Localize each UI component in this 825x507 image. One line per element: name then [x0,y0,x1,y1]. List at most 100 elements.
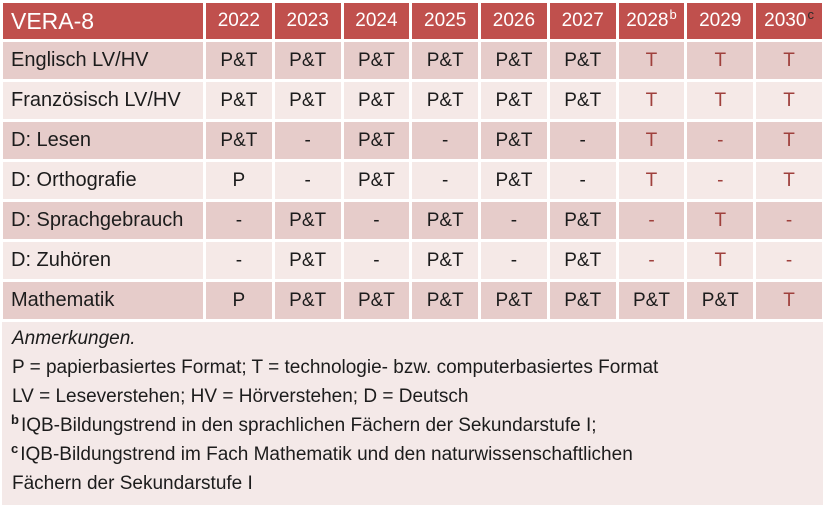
cell-value: P&T [687,282,754,319]
notes-heading: Anmerkungen. [12,328,136,349]
cell-value: - [549,122,616,159]
row-label: Englisch LV/HV [3,42,203,79]
cell-value: - [618,202,685,239]
note-line-footnote-b: b IQB-Bildungstrend in den sprachlichen F… [11,411,597,436]
row-label: Französisch LV/HV [3,82,203,119]
cell-value: - [756,242,822,279]
cell-value: - [412,162,479,199]
cell-value: P&T [481,42,547,79]
cell-value: P&T [481,282,547,319]
cell-value: T [756,122,822,159]
cell-value: - [274,162,341,199]
cell-value: P&T [481,82,547,119]
table-row-d-orthografie: D: Orthografie P - P&T - P&T - T - T [3,162,822,199]
column-superscript-b: b [669,6,677,22]
cell-value: T [618,162,685,199]
row-label: Mathematik [3,282,203,319]
cell-value: T [756,42,822,79]
cell-value: - [549,162,616,199]
note-line-footnote-c-continued: Fächern der Sekundarstufe I [12,473,253,494]
cell-value: T [618,122,685,159]
cell-value: P&T [549,242,616,279]
cell-value: P&T [274,82,341,119]
column-header-2023: 2023 [274,3,341,39]
table-row-d-sprachgebrauch: D: Sprachgebrauch - P&T - P&T - P&T - T … [3,202,822,239]
cell-value: P [206,282,272,319]
row-label: D: Sprachgebrauch [3,202,203,239]
cell-value: P&T [412,42,479,79]
header-row: VERA-8 2022 2023 2024 2025 2026 2027 202… [3,3,822,39]
cell-value: P&T [549,282,616,319]
cell-value: - [274,122,341,159]
cell-value: - [412,122,479,159]
table-header: VERA-8 2022 2023 2024 2025 2026 2027 202… [3,3,822,39]
cell-value: T [687,82,754,119]
table-row-franzoesisch: Französisch LV/HV P&T P&T P&T P&T P&T P&… [3,82,822,119]
cell-value: P&T [549,82,616,119]
cell-value: P&T [206,42,272,79]
note-line-footnote-c: c IQB-Bildungstrend im Fach Mathematik un… [11,440,633,465]
cell-value: P&T [481,162,547,199]
cell-value: - [618,242,685,279]
cell-value: P&T [481,122,547,159]
cell-value: P&T [274,42,341,79]
cell-value: P&T [549,42,616,79]
cell-value: - [481,202,547,239]
table-body: Englisch LV/HV P&T P&T P&T P&T P&T P&T T… [3,42,822,319]
column-header-2026: 2026 [481,3,547,39]
column-header-2022: 2022 [206,3,272,39]
cell-value: - [343,242,410,279]
cell-value: P&T [412,242,479,279]
cell-value: P&T [274,242,341,279]
cell-value: T [756,82,822,119]
column-header-2028: 2028b [618,3,685,39]
column-header-2025: 2025 [412,3,479,39]
cell-value: P&T [343,42,410,79]
cell-value: T [687,42,754,79]
row-label: D: Lesen [3,122,203,159]
cell-value: - [343,202,410,239]
cell-value: P&T [274,202,341,239]
vera8-schedule-table: VERA-8 2022 2023 2024 2025 2026 2027 202… [3,3,822,319]
notes-section: Anmerkungen. P = papierbasiertes Format;… [2,322,823,505]
cell-value: - [756,202,822,239]
column-superscript-c: c [807,6,814,22]
cell-value: T [756,162,822,199]
cell-value: T [687,242,754,279]
cell-value: T [618,82,685,119]
cell-value: T [687,202,754,239]
cell-value: T [618,42,685,79]
cell-value: P&T [412,82,479,119]
note-superscript-b: b [11,411,19,427]
note-line-abbreviations: LV = Leseverstehen; HV = Hörverstehen; D… [12,386,469,407]
cell-value: P [206,162,272,199]
column-header-2029: 2029 [687,3,754,39]
note-superscript-c: c [11,440,19,456]
column-header-2024: 2024 [343,3,410,39]
cell-value: P&T [412,202,479,239]
table-row-englisch: Englisch LV/HV P&T P&T P&T P&T P&T P&T T… [3,42,822,79]
column-header-2030: 2030c [756,3,822,39]
table-row-mathematik: Mathematik P P&T P&T P&T P&T P&T P&T P&T… [3,282,822,319]
table-row-d-zuhoeren: D: Zuhören - P&T - P&T - P&T - T - [3,242,822,279]
cell-value: P&T [206,122,272,159]
cell-value: P&T [343,82,410,119]
cell-value: P&T [206,82,272,119]
cell-value: - [481,242,547,279]
table-title: VERA-8 [3,3,203,39]
cell-value: - [687,122,754,159]
row-label: D: Zuhören [3,242,203,279]
cell-value: P&T [343,162,410,199]
table-row-d-lesen: D: Lesen P&T - P&T - P&T - T - T [3,122,822,159]
cell-value: - [206,242,272,279]
row-label: D: Orthografie [3,162,203,199]
cell-value: P&T [618,282,685,319]
cell-value: P&T [274,282,341,319]
cell-value: - [206,202,272,239]
cell-value: P&T [412,282,479,319]
cell-value: - [687,162,754,199]
note-line-formats: P = papierbasiertes Format; T = technolo… [12,357,659,378]
cell-value: P&T [343,282,410,319]
cell-value: P&T [549,202,616,239]
